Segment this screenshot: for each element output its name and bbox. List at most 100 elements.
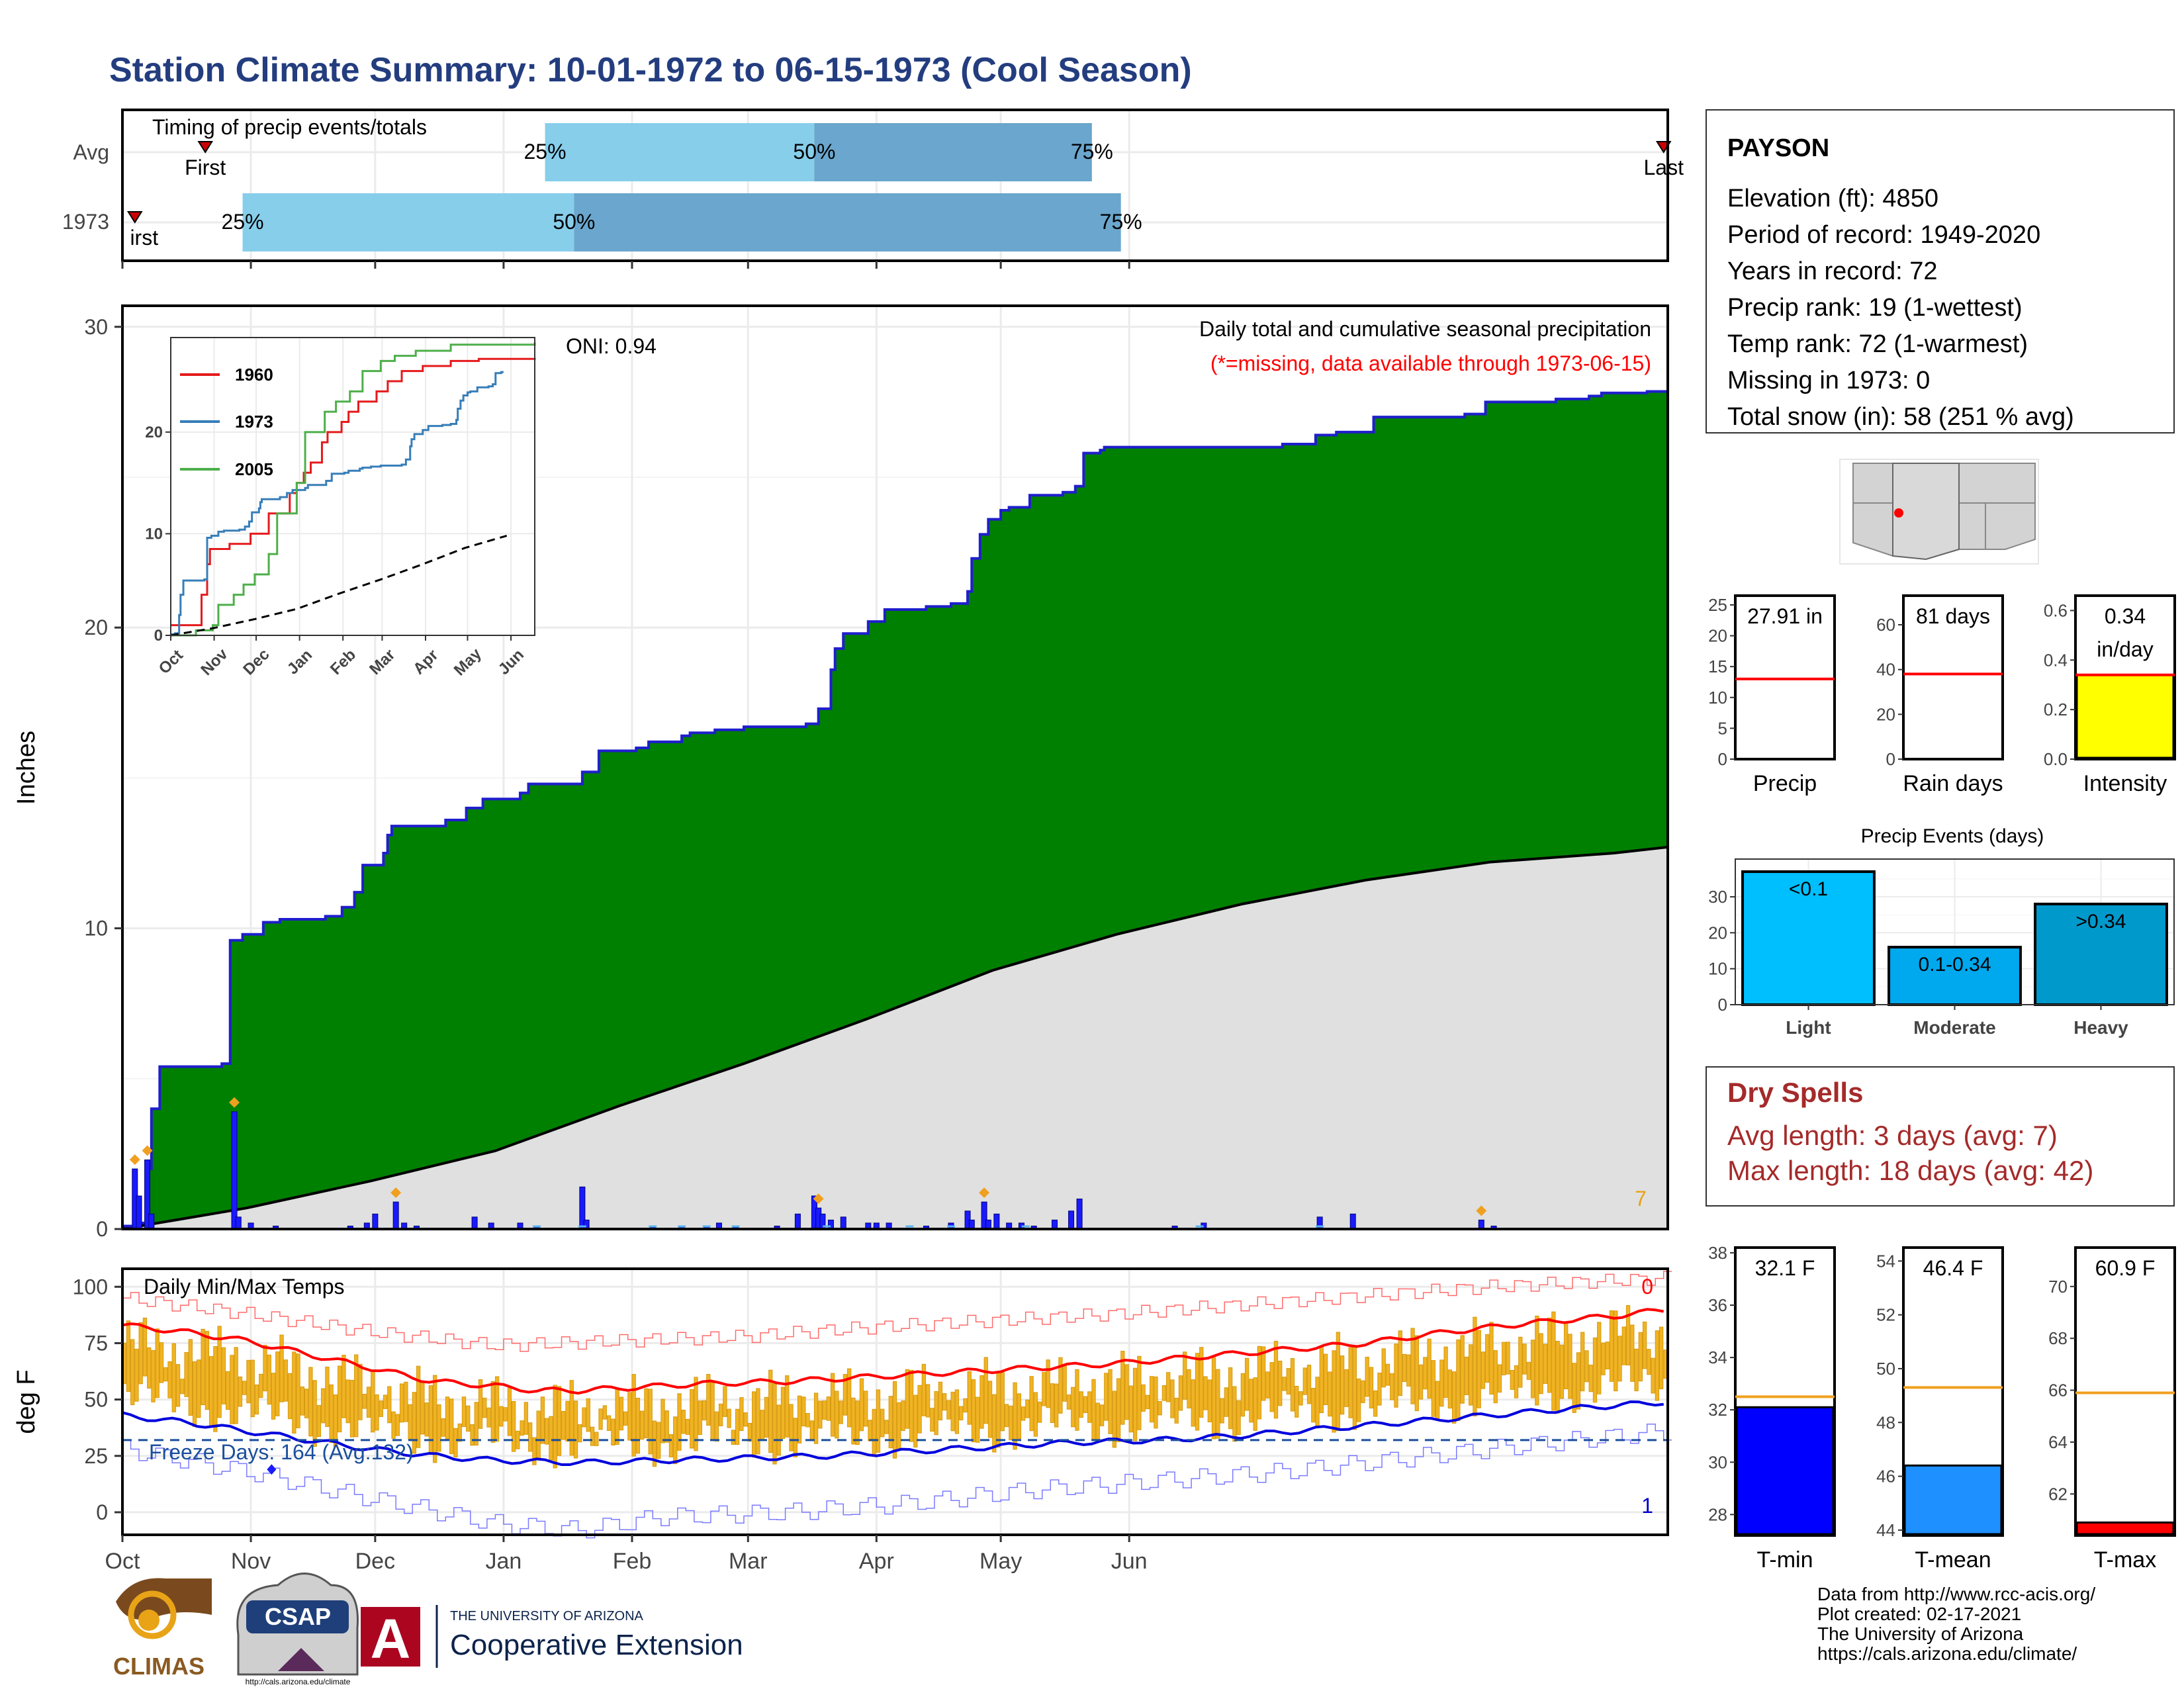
daily-temp-bar <box>976 1396 980 1443</box>
daily-temp-bar <box>1112 1391 1116 1448</box>
daily-temp-bar <box>1183 1351 1187 1400</box>
panel-y-tick-label: 25 <box>1708 595 1727 615</box>
daily-temp-bar <box>163 1367 168 1382</box>
daily-temp-bar <box>1344 1369 1349 1407</box>
daily-temp-bar <box>1323 1353 1328 1406</box>
daily-temp-bar <box>478 1379 483 1429</box>
daily-temp-bar <box>1439 1359 1444 1407</box>
daily-temp-bar <box>776 1404 781 1456</box>
daily-temp-bar <box>565 1400 570 1442</box>
temp-y-ticks: 0 25 50 75 100 <box>73 1275 122 1524</box>
precip-event-bar <box>1888 946 2022 1007</box>
daily-temp-bar <box>1464 1356 1469 1395</box>
daily-temp-bar <box>1058 1357 1063 1414</box>
daily-temp-bar <box>1394 1344 1398 1408</box>
arizona-shape <box>1892 463 1960 561</box>
daily-temp-bar <box>1489 1322 1494 1395</box>
daily-record-marker <box>129 1154 140 1165</box>
daily-temp-bar <box>1004 1404 1009 1428</box>
daily-temp-bar <box>681 1409 686 1434</box>
daily-temp-bar <box>963 1398 968 1413</box>
daily-temp-bar <box>263 1345 267 1392</box>
daily-temp-bar <box>333 1394 338 1447</box>
daily-temp-bar <box>1530 1340 1535 1398</box>
daily-temp-bar <box>242 1381 247 1395</box>
station-name: PAYSON <box>1727 134 1829 162</box>
daily-temp-bar <box>1414 1335 1419 1412</box>
panel-y-tick-label: 52 <box>1876 1305 1895 1325</box>
daily-temp-bar <box>1249 1379 1253 1423</box>
t-mean-panel-label: T-mean <box>1915 1547 1991 1573</box>
daily-temp-bar <box>578 1424 582 1443</box>
daily-temp-bar <box>1456 1339 1461 1422</box>
daily-temp-bar <box>408 1404 412 1440</box>
daily-precip-bar <box>993 1213 1000 1230</box>
first-event-marker <box>197 141 214 154</box>
timing-label-25: 25% <box>222 210 264 234</box>
daily-temp-bar <box>1203 1376 1208 1410</box>
station-precip-rank: Precip rank: 19 (1-wettest) <box>1727 294 2023 322</box>
timing-frame <box>121 109 1669 262</box>
daily-temp-bar <box>1306 1364 1312 1404</box>
daily-temp-bar <box>1075 1369 1079 1431</box>
avg-min-temp-line <box>122 1400 1664 1467</box>
daily-precip-bar <box>827 1219 834 1230</box>
daily-temp-bar <box>822 1400 827 1420</box>
station-info-frame <box>1706 109 2175 434</box>
daily-temp-bar <box>1124 1364 1129 1420</box>
events-y-tick-label: 20 <box>1708 923 1727 942</box>
climas-logo-sun <box>128 1590 177 1639</box>
inset-y-tick-label: 20 <box>145 424 163 441</box>
t-mean-value-bar <box>1903 1464 2003 1535</box>
daily-temp-bar <box>1642 1321 1647 1369</box>
t-min-value-label: 32.1 F <box>1755 1256 1815 1280</box>
daily-temp-bar <box>540 1396 545 1444</box>
daily-temp-bar <box>180 1379 185 1394</box>
daily-temp-bar <box>1220 1398 1224 1424</box>
daily-temp-bar <box>1120 1351 1125 1425</box>
precip-y-tick-label: 0 <box>96 1217 108 1241</box>
daily-temp-bar <box>316 1404 322 1437</box>
daily-temp-bar <box>1621 1326 1626 1365</box>
precip-y-axis-label: Inches <box>13 731 40 805</box>
daily-precip-bar <box>1076 1199 1083 1230</box>
daily-temp-bar <box>300 1386 305 1416</box>
daily-temp-bar <box>1066 1394 1071 1410</box>
temp-y-tick-label: 50 <box>84 1388 108 1412</box>
inset-line-1960 <box>171 357 536 627</box>
daily-temp-bar <box>1555 1341 1560 1414</box>
daily-temp-bar <box>1137 1355 1142 1430</box>
panel-y-tick-label: 0.0 <box>2044 749 2068 769</box>
daily-temp-bar <box>391 1411 396 1439</box>
intensity-value-bar <box>2075 674 2175 759</box>
precip-count-label: 7 <box>1635 1187 1647 1211</box>
daily-temp-bar <box>652 1420 657 1467</box>
inset-x-tick-label: Oct <box>156 647 187 678</box>
daily-temp-bar <box>1497 1364 1502 1393</box>
precip-y-ticks: 0 10 20 30 <box>84 315 122 1241</box>
daily-temp-bar <box>897 1402 901 1449</box>
daily-temp-bar <box>1431 1360 1435 1417</box>
daily-temp-bar <box>1091 1379 1096 1441</box>
daily-temp-bar <box>1460 1335 1465 1404</box>
daily-temp-bar <box>445 1396 450 1440</box>
daily-temp-bar <box>1042 1372 1046 1406</box>
daily-temp-bar <box>934 1391 938 1436</box>
precip-y-tick-label: 10 <box>84 917 108 940</box>
daily-temp-bar <box>1502 1342 1506 1375</box>
daily-temp-bar <box>1614 1310 1618 1392</box>
daily-temp-bar <box>772 1383 777 1465</box>
daily-precip-bar <box>985 1219 991 1230</box>
daily-temp-bar <box>1265 1371 1270 1398</box>
first-event-marker <box>126 211 143 224</box>
daily-temp-bar <box>967 1371 972 1425</box>
daily-temp-bar <box>1348 1347 1353 1418</box>
daily-temp-bar <box>1154 1376 1158 1429</box>
temp-y-tick-label: 0 <box>96 1500 108 1524</box>
daily-temp-bar <box>801 1396 806 1427</box>
daily-temp-bar <box>809 1420 814 1441</box>
daily-temp-bar <box>1062 1365 1067 1402</box>
